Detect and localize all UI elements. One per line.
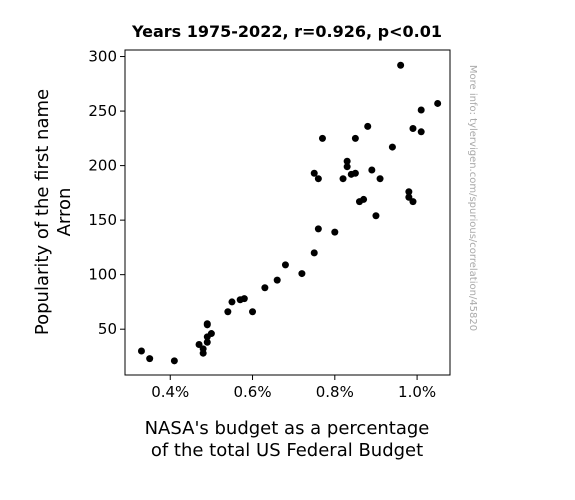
data-point: [314, 225, 322, 233]
data-point: [388, 143, 396, 151]
x-tick-label: 0.6%: [233, 383, 271, 401]
y-tick-label: 150: [88, 211, 117, 229]
data-point: [376, 175, 384, 183]
data-point: [310, 169, 318, 177]
data-point: [273, 276, 281, 284]
y-axis: 50 100 150 200 250 300: [88, 48, 125, 338]
y-tick-label: 250: [88, 102, 117, 120]
y-axis-label-line-1: Popularity of the first name: [32, 89, 53, 335]
x-axis: 0.4% 0.6% 0.8% 1.0%: [151, 375, 436, 401]
data-point: [224, 308, 232, 316]
x-tick-label: 1.0%: [398, 383, 436, 401]
chart-title: Years 1975-2022, r=0.926, p<0.01: [131, 22, 442, 41]
y-axis-label-line-2: Arron: [54, 188, 75, 237]
data-point: [405, 188, 413, 196]
data-point: [343, 163, 351, 171]
data-point: [343, 157, 351, 165]
data-point: [203, 321, 211, 329]
data-points: [137, 61, 442, 365]
data-point: [207, 330, 215, 338]
data-point: [331, 228, 339, 236]
y-tick-label: 100: [88, 266, 117, 284]
x-tick-label: 0.4%: [151, 383, 189, 401]
data-point: [372, 212, 380, 220]
data-point: [368, 166, 376, 174]
data-point: [314, 175, 322, 183]
data-point: [434, 99, 442, 107]
plot-frame: [124, 49, 451, 376]
x-axis-label-line-1: NASA's budget as a percentage: [145, 418, 430, 439]
y-tick-label: 50: [98, 320, 117, 338]
data-point: [417, 128, 425, 136]
data-point: [170, 357, 178, 365]
data-point: [281, 261, 289, 269]
y-tick-label: 200: [88, 157, 117, 175]
data-point: [409, 125, 417, 133]
data-point: [318, 134, 326, 142]
x-axis-label-line-2: of the total US Federal Budget: [151, 440, 423, 461]
data-point: [249, 308, 257, 316]
y-tick-label: 300: [88, 48, 117, 66]
data-point: [397, 61, 405, 69]
data-point: [146, 355, 154, 363]
data-point: [261, 284, 269, 292]
x-tick-label: 0.8%: [316, 383, 354, 401]
data-point: [310, 249, 318, 257]
data-point: [405, 193, 413, 201]
data-point: [228, 298, 236, 306]
data-point: [195, 340, 203, 348]
data-point: [199, 345, 207, 353]
data-point: [298, 270, 306, 278]
data-point: [360, 195, 368, 203]
plot-area: 50 100 150 200 250 300 0.4% 0.6% 0.8% 1.0%: [88, 48, 451, 401]
data-point: [351, 169, 359, 177]
data-point: [351, 134, 359, 142]
data-point: [203, 338, 211, 346]
data-point: [137, 347, 145, 355]
data-point: [417, 106, 425, 114]
data-point: [339, 175, 347, 183]
data-point: [240, 295, 248, 303]
source-watermark: More info: tylervigen.com/spurious/corre…: [467, 65, 478, 331]
data-point: [364, 122, 372, 130]
data-point: [409, 198, 417, 206]
